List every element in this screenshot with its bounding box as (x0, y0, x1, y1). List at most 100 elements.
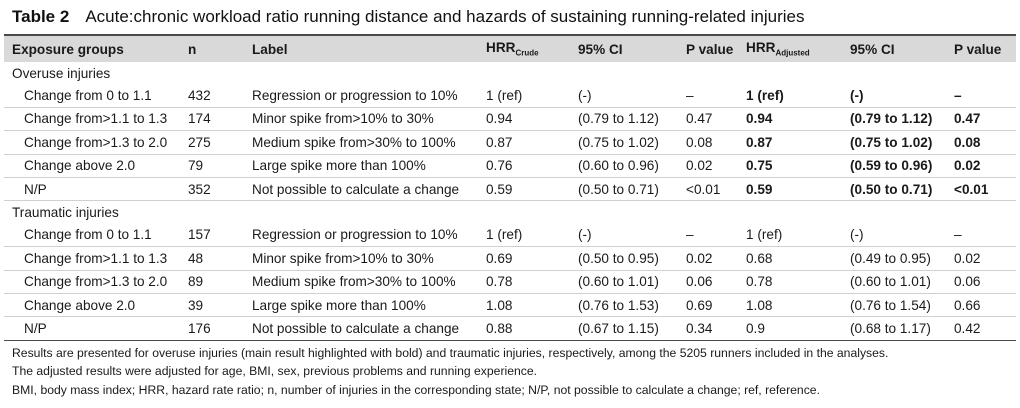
table-row: Change from>1.1 to 1.3 174 Minor spike fro… (4, 107, 1016, 132)
footnote: The adjusted results were adjusted for a… (12, 364, 538, 379)
p-adjusted-cell: 0.47 (946, 107, 1016, 132)
table-row: Change above 2.0 39 Large spike more than … (4, 293, 1016, 318)
table-footnotes: Results are presented for overuse injuri… (4, 341, 1016, 399)
table-caption: Acute:chronic workload ratio running dis… (85, 7, 805, 26)
label-cell: Medium spike from>30% to 100% (244, 270, 478, 294)
p-adjusted-cell: 0.42 (946, 316, 1016, 341)
footnote: BMI, body mass index; HRR, hazard rate r… (12, 382, 820, 397)
ci-adjusted-cell: (-) (842, 84, 946, 108)
p-crude-cell: 0.34 (678, 316, 738, 341)
ci-crude-cell: (0.67 to 1.15) (570, 316, 678, 341)
exposure-group-cell: Change above 2.0 (4, 293, 180, 318)
label-cell: Regression or progression to 10% (244, 223, 478, 248)
p-adjusted-cell: – (946, 84, 1016, 108)
hrr-crude-cell: 1 (ref) (478, 223, 570, 248)
ci-crude-cell: (0.50 to 0.95) (570, 246, 678, 271)
hrr-crude-cell: 0.78 (478, 270, 570, 294)
ci-crude-cell: (0.79 to 1.12) (570, 107, 678, 132)
label-cell: Medium spike from>30% to 100% (244, 130, 478, 155)
hrr-adjusted-cell: 0.87 (738, 130, 842, 155)
hrr-crude-cell: 0.69 (478, 246, 570, 271)
label-cell: Minor spike from>10% to 30% (244, 107, 478, 132)
hrr-crude-cell: 0.87 (478, 130, 570, 155)
p-adjusted-cell: – (946, 223, 1016, 248)
p-adjusted-cell: 0.02 (946, 154, 1016, 178)
hrr-adjusted-cell: 0.9 (738, 316, 842, 341)
table-row: Change above 2.0 79 Large spike more than … (4, 154, 1016, 178)
p-crude-cell: 0.08 (678, 130, 738, 155)
p-adjusted-cell: <0.01 (946, 177, 1016, 202)
ci-adjusted-cell: (0.68 to 1.17) (842, 316, 946, 341)
ci-adjusted-cell: (0.60 to 1.01) (842, 270, 946, 294)
ci-adjusted-cell: (0.75 to 1.02) (842, 130, 946, 155)
table-row: N/P 352 Not possible to calculate a change… (4, 177, 1016, 202)
header-label: Label (252, 41, 288, 57)
ci-adjusted-cell: (0.76 to 1.54) (842, 293, 946, 318)
exposure-group-cell: Change from>1.3 to 2.0 (4, 270, 180, 294)
p-crude-cell: 0.02 (678, 246, 738, 271)
ci-adjusted-cell: (-) (842, 223, 946, 248)
table-body: Overuse injuries Change from 0 to 1.1 432 R… (4, 62, 1016, 341)
p-crude-cell: – (678, 223, 738, 248)
hrr-adjusted-cell: 0.75 (738, 154, 842, 178)
hrr-crude-cell: 1 (ref) (478, 84, 570, 108)
p-adjusted-cell: 0.06 (946, 270, 1016, 294)
p-crude-cell: 0.02 (678, 154, 738, 178)
hrr-crude-cell: 0.76 (478, 154, 570, 178)
hrr-adjusted-cell: 1 (ref) (738, 223, 842, 248)
header-row: Exposure groups n Label HRRCrude 95% CI … (4, 36, 1016, 62)
header-p-adjusted: P value (954, 41, 1002, 57)
n-cell: 157 (180, 223, 244, 248)
label-cell: Not possible to calculate a change (244, 316, 478, 341)
p-adjusted-cell: 0.66 (946, 293, 1016, 318)
section-row: Traumatic injuries (4, 201, 1016, 224)
table-number: Table 2 (12, 7, 70, 26)
hrr-adjusted-cell: 0.68 (738, 246, 842, 271)
exposure-group-cell: Change from>1.1 to 1.3 (4, 246, 180, 271)
n-cell: 89 (180, 270, 244, 294)
ci-adjusted-cell: (0.59 to 0.96) (842, 154, 946, 178)
ci-adjusted-cell: (0.79 to 1.12) (842, 107, 946, 132)
label-cell: Large spike more than 100% (244, 293, 478, 318)
n-cell: 79 (180, 154, 244, 178)
hrr-crude-cell: 0.59 (478, 177, 570, 202)
n-cell: 432 (180, 84, 244, 108)
p-crude-cell: – (678, 84, 738, 108)
n-cell: 352 (180, 177, 244, 202)
header-p-crude: P value (686, 41, 734, 57)
p-crude-cell: <0.01 (678, 177, 738, 202)
n-cell: 176 (180, 316, 244, 341)
header-ci-adjusted: 95% CI (850, 41, 895, 57)
hrr-adjusted-cell: 0.59 (738, 177, 842, 202)
ci-crude-cell: (-) (570, 223, 678, 248)
header-hrr-adjusted: HRRAdjusted (746, 40, 810, 58)
exposure-group-cell: N/P (4, 177, 180, 202)
n-cell: 48 (180, 246, 244, 271)
table-title: Table 2 Acute:chronic workload ratio run… (4, 0, 1016, 36)
hrr-adjusted-cell: 1.08 (738, 293, 842, 318)
header-ci-crude: 95% CI (578, 41, 623, 57)
footnote: Results are presented for overuse injuri… (12, 345, 889, 360)
ci-crude-cell: (0.60 to 0.96) (570, 154, 678, 178)
exposure-group-cell: N/P (4, 316, 180, 341)
table-row: Change from>1.3 to 2.0 89 Medium spike fro… (4, 270, 1016, 294)
exposure-group-cell: Change from 0 to 1.1 (4, 84, 180, 108)
n-cell: 174 (180, 107, 244, 132)
table-row: Change from 0 to 1.1 157 Regression or pro… (4, 223, 1016, 248)
label-cell: Not possible to calculate a change (244, 177, 478, 202)
ci-crude-cell: (-) (570, 84, 678, 108)
p-adjusted-cell: 0.02 (946, 246, 1016, 271)
header-exposure-groups: Exposure groups (12, 41, 124, 57)
table-row: Change from 0 to 1.1 432 Regression or pro… (4, 84, 1016, 108)
exposure-group-cell: Change from>1.3 to 2.0 (4, 130, 180, 155)
hrr-crude-cell: 1.08 (478, 293, 570, 318)
ci-crude-cell: (0.60 to 1.01) (570, 270, 678, 294)
exposure-group-cell: Change from 0 to 1.1 (4, 223, 180, 248)
label-cell: Regression or progression to 10% (244, 84, 478, 108)
hrr-adjusted-cell: 1 (ref) (738, 84, 842, 108)
p-crude-cell: 0.69 (678, 293, 738, 318)
hrr-crude-cell: 0.88 (478, 316, 570, 341)
label-cell: Minor spike from>10% to 30% (244, 246, 478, 271)
p-adjusted-cell: 0.08 (946, 130, 1016, 155)
